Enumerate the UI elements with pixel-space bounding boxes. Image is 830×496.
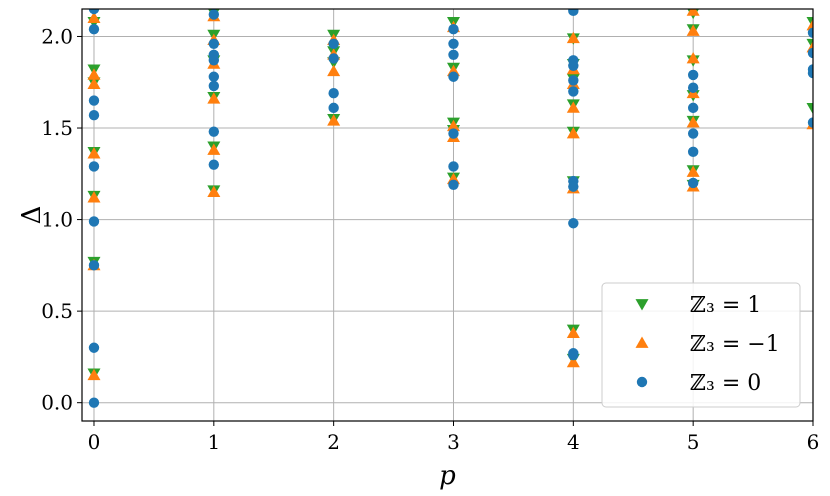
data-point-series-2 (88, 9, 100, 15)
data-point-series-1 (327, 114, 341, 126)
data-point-series-2 (328, 53, 339, 64)
data-point-series-1 (207, 92, 221, 104)
data-point-series-2 (448, 38, 459, 49)
data-point-series-2 (208, 126, 220, 137)
x-tick-label: 3 (447, 430, 460, 454)
data-point-series-2 (208, 9, 220, 20)
data-point-series-1 (87, 147, 101, 159)
y-tick-label: 0.5 (41, 299, 73, 323)
data-point-series-2 (568, 9, 579, 17)
data-point-series-2 (448, 49, 459, 60)
data-point-series-0 (806, 103, 813, 115)
data-point-series-2 (88, 397, 100, 408)
data-point-series-2 (687, 128, 699, 139)
data-point-series-2 (208, 159, 220, 170)
data-point-series-2 (807, 47, 813, 59)
data-point-series-1 (686, 51, 700, 64)
y-axis-label: Δ (17, 206, 47, 225)
x-tick-label: 5 (687, 430, 700, 454)
data-point-series-2 (88, 216, 100, 227)
y-tick-label: 1.5 (41, 116, 73, 140)
x-tick-label: 6 (807, 430, 820, 454)
data-point-series-2 (568, 86, 579, 97)
y-tick-label: 0.0 (41, 391, 73, 415)
data-point-series-1 (566, 127, 580, 139)
data-point-series-2 (448, 23, 459, 35)
data-point-series-2 (568, 181, 579, 192)
y-tick-label: 1.0 (41, 208, 73, 232)
data-point-series-1 (686, 165, 700, 177)
data-point-series-2 (328, 38, 339, 49)
data-point-series-2 (88, 161, 100, 172)
x-tick-label: 1 (207, 430, 220, 454)
axis-ticks: 0 1 2 3 4 5 6 0.0 0.5 1.0 1.5 2.0 (41, 24, 819, 454)
data-point-series-1 (87, 191, 101, 203)
data-point-series-1 (806, 18, 813, 31)
data-point-series-2 (448, 71, 459, 82)
x-tick-label: 0 (88, 430, 101, 454)
data-point-series-2 (687, 82, 699, 93)
legend: ℤ₃ = 1 ℤ₃ = −1 ℤ₃ = 0 (601, 282, 801, 408)
data-points (87, 9, 813, 408)
data-point-series-2 (88, 260, 100, 271)
legend-marker-0 (635, 299, 649, 311)
data-point-series-1 (566, 355, 580, 368)
data-point-series-2 (208, 38, 220, 49)
data-point-series-2 (208, 80, 220, 92)
data-point-series-2 (328, 102, 339, 114)
data-point-series-2 (208, 55, 220, 66)
data-point-series-2 (88, 342, 100, 353)
data-point-series-2 (687, 146, 699, 158)
data-point-series-1 (207, 185, 221, 197)
data-point-series-1 (87, 77, 101, 89)
data-point-series-2 (328, 88, 339, 99)
legend-box (601, 282, 801, 408)
data-point-series-2 (687, 102, 699, 114)
data-point-series-2 (448, 161, 459, 172)
data-point-series-2 (568, 60, 579, 71)
data-point-series-2 (448, 179, 459, 190)
data-point-series-1 (686, 116, 700, 128)
data-point-series-2 (807, 117, 813, 128)
data-point-series-1 (566, 326, 580, 338)
x-axis-label: p (439, 461, 456, 491)
data-point-series-2 (568, 349, 579, 361)
data-point-series-1 (327, 64, 341, 77)
legend-label: ℤ₃ = 1 (690, 293, 761, 318)
data-point-series-1 (87, 368, 101, 381)
data-point-series-1 (207, 143, 221, 155)
data-point-series-1 (87, 68, 101, 80)
plot-frame (81, 8, 814, 422)
data-point-series-2 (568, 218, 579, 229)
x-tick-label: 2 (327, 430, 340, 454)
data-point-series-2 (568, 75, 579, 86)
data-point-series-1 (566, 101, 580, 113)
y-tick-label: 2.0 (41, 24, 73, 48)
data-point-series-1 (686, 24, 700, 36)
data-point-series-2 (448, 128, 459, 139)
data-point-series-1 (686, 9, 700, 16)
legend-marker-2 (636, 376, 648, 388)
data-point-series-2 (807, 27, 813, 39)
data-point-series-1 (87, 11, 101, 24)
data-point-series-1 (446, 119, 460, 132)
data-point-series-2 (208, 71, 220, 82)
data-point-series-2 (687, 69, 699, 81)
legend-marker-1 (635, 336, 649, 348)
data-point-series-2 (88, 110, 100, 121)
data-point-series-2 (687, 177, 699, 189)
legend-label: ℤ₃ = 0 (690, 371, 761, 396)
data-point-series-2 (88, 95, 100, 106)
data-point-series-1 (566, 31, 580, 44)
data-point-series-2 (807, 67, 813, 79)
legend-label: ℤ₃ = −1 (690, 332, 780, 357)
data-point-series-2 (88, 23, 100, 35)
x-tick-label: 4 (567, 430, 580, 454)
